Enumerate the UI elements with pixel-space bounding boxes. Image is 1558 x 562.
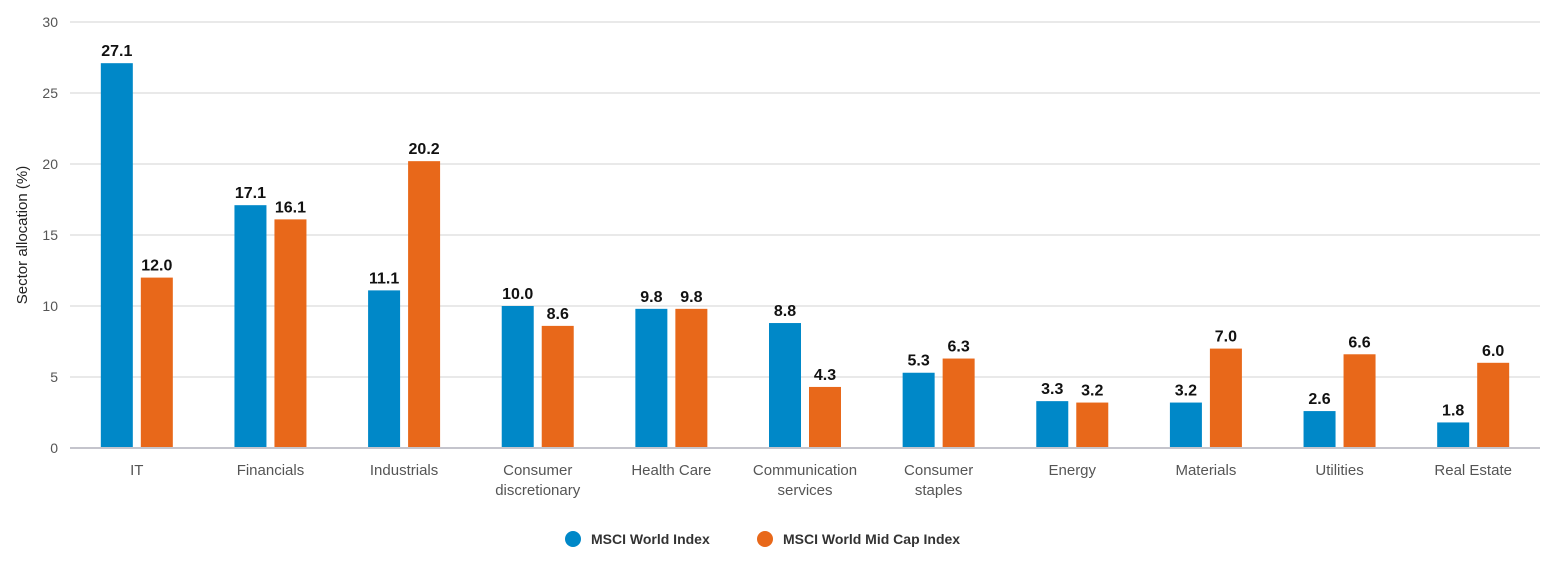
bar [1036,401,1069,448]
gridlines [70,21,1540,378]
x-tick-label-line: Communication [753,462,857,479]
data-label: 9.8 [680,289,702,306]
bar [368,290,401,448]
x-tick-label-line: Health Care [631,462,711,479]
data-labels: 27.1 12.0 17.1 16.1 11.1 20.2 10.0 8.6 9.8 9.8 8.8… [101,43,1504,419]
bar [942,358,975,448]
x-tick-label-line: services [777,482,832,499]
y-tick-label: 25 [42,85,58,101]
y-tick-label: 15 [42,227,58,243]
legend-marker [565,531,581,547]
bar [100,63,133,449]
bar [541,325,574,448]
y-tick-label: 20 [42,156,58,172]
x-tick-label: Financials [237,462,305,479]
y-axis-label: Sector allocation (%) [14,166,31,304]
bar [809,386,841,448]
y-tick-label: 10 [42,298,58,314]
bar [1209,348,1242,448]
data-label: 1.8 [1442,402,1464,419]
bar [1303,411,1336,448]
bar [635,308,668,448]
data-label: 20.2 [409,141,440,158]
x-tick-label-line: Energy [1049,462,1097,479]
x-tick-label: Consumer staples [904,462,973,499]
data-label: 9.8 [640,289,662,306]
bar [902,372,935,448]
bar [408,161,441,448]
x-tick-label-line: Financials [237,462,305,479]
bar [1169,402,1202,448]
x-tick-label: Utilities [1315,462,1363,479]
x-tick-label: Consumer discretionary [495,462,581,499]
x-tick-label: Energy [1049,462,1097,479]
y-tick-label: 0 [50,440,58,456]
x-tick-label-line: Real Estate [1434,462,1512,479]
data-label: 7.0 [1215,329,1237,346]
data-label: 27.1 [101,43,132,60]
x-tick-label: Health Care [631,462,711,479]
x-tick-label-line: discretionary [495,482,581,499]
bar [675,308,708,448]
x-tick-label-line: staples [915,482,963,499]
legend-marker [757,531,773,547]
data-label: 6.0 [1482,343,1504,360]
y-axis-ticks: 0 5 10 15 20 25 30 [42,14,58,456]
bar [234,205,267,448]
bar [1437,422,1470,448]
data-label: 6.6 [1348,334,1370,351]
data-label: 16.1 [275,199,306,216]
x-tick-label: Communication services [753,462,857,499]
bar [1477,362,1510,448]
bar [140,277,173,448]
legend-label: MSCI World Mid Cap Index [783,531,960,547]
data-label: 6.3 [948,339,970,356]
data-label: 17.1 [235,185,266,202]
bars [100,63,1510,449]
x-tick-label: Industrials [370,462,438,479]
x-tick-label: Real Estate [1434,462,1512,479]
x-tick-label-line: Consumer [904,462,973,479]
x-tick-label-line: IT [130,462,143,479]
data-label: 2.6 [1308,391,1330,408]
data-label: 3.3 [1041,381,1063,398]
x-axis-categories: IT Financials Industrials Consumer discretio… [130,462,1512,499]
data-label: 4.3 [814,367,836,384]
x-tick-label-line: Industrials [370,462,438,479]
x-tick-label-line: Consumer [503,462,572,479]
bar [769,323,801,448]
data-label: 3.2 [1175,383,1197,400]
x-tick-label: IT [130,462,143,479]
bar [501,306,534,448]
data-label: 12.0 [141,258,172,275]
data-label: 5.3 [908,353,930,370]
legend-label: MSCI World Index [591,531,710,547]
bar [1076,402,1109,448]
data-label: 8.6 [547,306,569,323]
bar [1343,354,1376,448]
data-label: 11.1 [369,270,399,287]
y-tick-label: 30 [42,14,58,30]
x-tick-label-line: Materials [1175,462,1236,479]
bar [274,219,307,448]
x-tick-label: Materials [1175,462,1236,479]
data-label: 8.8 [774,303,796,320]
data-label: 3.2 [1081,383,1103,400]
data-label: 10.0 [502,286,533,303]
x-tick-label-line: Utilities [1315,462,1363,479]
legend: MSCI World Index MSCI World Mid Cap Index [565,531,960,547]
y-tick-label: 5 [50,369,58,385]
